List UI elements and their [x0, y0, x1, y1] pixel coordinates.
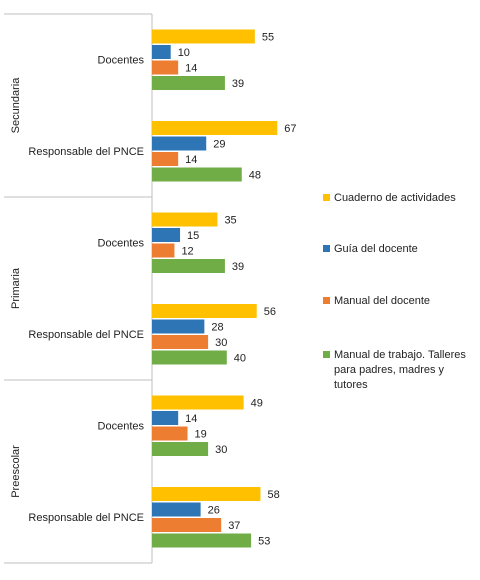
- data-label: 37: [228, 520, 240, 532]
- group-primaria: Primaria Docentes 35 15 12 39 Responsable del …: [4, 196, 276, 365]
- legend-label: Guía del docente: [334, 243, 418, 255]
- data-label: 48: [249, 169, 261, 181]
- category-label: Docentes: [98, 238, 145, 250]
- bar: [152, 304, 257, 318]
- data-label: 39: [232, 261, 244, 273]
- data-label: 58: [267, 489, 279, 501]
- data-label: 67: [284, 123, 296, 135]
- bar: [152, 243, 175, 258]
- bar: [152, 350, 227, 365]
- category-label: Docentes: [98, 55, 145, 67]
- bar: [152, 335, 209, 349]
- bar: [152, 411, 179, 425]
- data-label: 12: [181, 245, 193, 257]
- legend-item: Guía del docente: [323, 243, 418, 255]
- category-label: Responsable del PNCE: [28, 329, 144, 341]
- bar: [152, 136, 207, 151]
- bar: [152, 167, 242, 182]
- bar: [152, 533, 252, 548]
- legend-swatch: [323, 245, 330, 252]
- bar: [152, 60, 179, 75]
- bar: [152, 76, 225, 90]
- data-label: 49: [251, 397, 263, 409]
- bar: [152, 487, 261, 501]
- legend-swatch: [323, 194, 330, 201]
- category-label: Docentes: [98, 421, 145, 433]
- data-label: 30: [215, 337, 227, 349]
- group-label: Preescolar: [10, 445, 22, 498]
- legend: Cuaderno de actividades Guía del docente M…: [323, 192, 466, 391]
- data-label: 15: [187, 230, 199, 242]
- bar: [152, 502, 201, 517]
- data-label: 53: [258, 535, 270, 547]
- legend-swatch: [323, 351, 330, 358]
- bar: [152, 121, 278, 135]
- legend-item: Manual del docente: [323, 295, 430, 307]
- data-label: 56: [264, 306, 276, 318]
- bar: [152, 45, 171, 59]
- group-label: Secundaria: [10, 77, 22, 134]
- legend-label: Manual del docente: [334, 295, 430, 307]
- legend-item: Manual de trabajo. Talleres para padres, …: [323, 349, 466, 391]
- data-label: 14: [185, 62, 197, 74]
- legend-item: Cuaderno de actividades: [323, 192, 456, 204]
- data-label: 40: [234, 352, 246, 364]
- data-label: 14: [185, 413, 197, 425]
- bar: [152, 319, 205, 334]
- data-label: 19: [195, 428, 207, 440]
- bar: [152, 395, 244, 410]
- bar: [152, 259, 225, 273]
- legend-label: Manual de trabajo. Talleres para padres, …: [334, 349, 466, 391]
- data-label: 10: [178, 47, 190, 59]
- data-label: 35: [224, 214, 236, 226]
- legend-label: Cuaderno de actividades: [334, 192, 456, 204]
- category-label: Responsable del PNCE: [28, 512, 144, 524]
- data-label: 39: [232, 78, 244, 90]
- data-label: 30: [215, 444, 227, 456]
- data-label: 29: [213, 138, 225, 150]
- legend-swatch: [323, 297, 330, 304]
- bar: [152, 152, 179, 166]
- category-label: Responsable del PNCE: [28, 146, 144, 158]
- data-label: 26: [208, 504, 220, 516]
- bar: [152, 212, 218, 227]
- bar: [152, 228, 181, 242]
- group-label: Primaria: [10, 267, 22, 309]
- group-preescolar: Preescolar Docentes 49 14 19 30 Responsable de…: [4, 379, 280, 564]
- bar: [152, 426, 188, 441]
- bar: [152, 442, 209, 456]
- data-label: 55: [262, 31, 274, 43]
- data-label: 28: [211, 321, 223, 333]
- bar: [152, 29, 255, 44]
- bar: [152, 518, 222, 532]
- data-label: 14: [185, 154, 197, 166]
- group-secundaria: Secundaria Docentes 55 10 14 39 Responsable de…: [4, 13, 297, 182]
